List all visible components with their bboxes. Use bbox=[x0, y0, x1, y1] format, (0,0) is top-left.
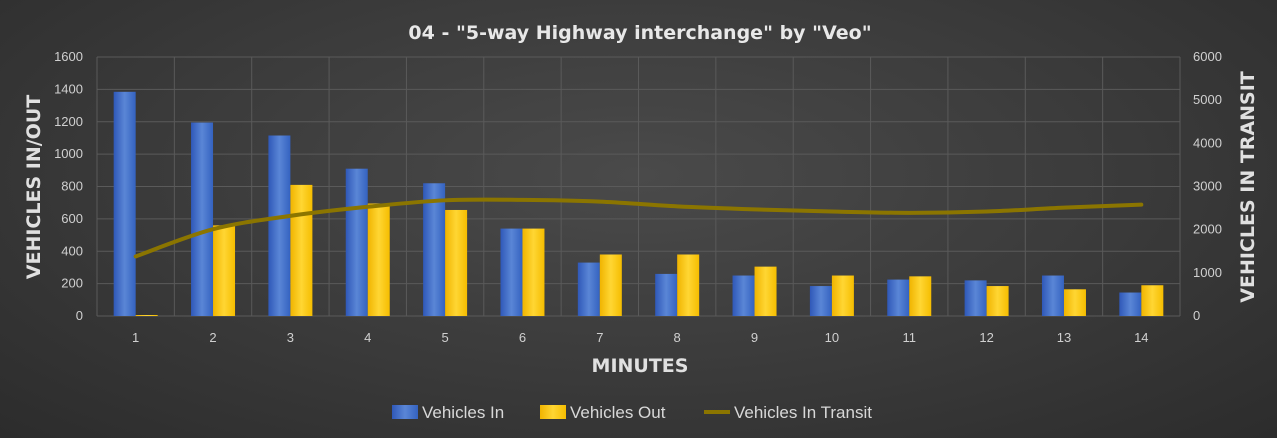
y2-tick-label: 1000 bbox=[1193, 265, 1222, 280]
x-tick-label: 3 bbox=[287, 330, 294, 345]
y2-tick-label: 5000 bbox=[1193, 92, 1222, 107]
bar-vehicles-in bbox=[655, 273, 678, 316]
legend-swatch bbox=[392, 405, 418, 419]
y-tick-label: 1400 bbox=[54, 81, 83, 96]
x-tick-label: 1 bbox=[132, 330, 139, 345]
x-tick-label: 13 bbox=[1057, 330, 1071, 345]
bar-vehicles-in bbox=[345, 168, 368, 316]
chart-title: 04 - "5-way Highway interchange" by "Veo… bbox=[408, 22, 871, 44]
x-axis-title: MINUTES bbox=[592, 355, 689, 377]
gridlines bbox=[96, 56, 1181, 317]
y-tick-label: 1200 bbox=[54, 114, 83, 129]
legend-item-vehicles-in: Vehicles In bbox=[422, 403, 504, 422]
bar-vehicles-out bbox=[135, 315, 158, 316]
y-tick-label: 400 bbox=[61, 243, 83, 258]
y-axis-title: VEHICLES IN/OUT bbox=[23, 95, 45, 279]
bar-vehicles-out bbox=[445, 209, 468, 316]
x-tick-label: 7 bbox=[596, 330, 603, 345]
y2-tick-label: 0 bbox=[1193, 308, 1200, 323]
x-tick-label: 4 bbox=[364, 330, 371, 345]
bar-vehicles-in bbox=[191, 122, 214, 316]
bar-vehicles-out bbox=[599, 254, 622, 316]
bar-vehicles-out bbox=[1063, 289, 1086, 316]
bar-vehicles-in bbox=[1119, 292, 1142, 316]
bar-vehicles-in bbox=[732, 275, 755, 316]
x-tick-label: 12 bbox=[979, 330, 993, 345]
x-tick-label: 8 bbox=[674, 330, 681, 345]
line-vehicles-in-transit bbox=[133, 197, 1144, 259]
bar-vehicles-out bbox=[213, 225, 236, 316]
bar-vehicles-out bbox=[367, 203, 390, 316]
y-tick-label: 200 bbox=[61, 276, 83, 291]
legend-swatch bbox=[540, 405, 566, 419]
bar-vehicles-out bbox=[290, 184, 313, 316]
bar-vehicles-in bbox=[964, 280, 987, 316]
y-tick-label: 1000 bbox=[54, 146, 83, 161]
bars bbox=[113, 91, 1164, 316]
y2-axis-title: VEHICLES IN TRANSIT bbox=[1237, 71, 1259, 303]
y2-tick-label: 4000 bbox=[1193, 135, 1222, 150]
bar-vehicles-in bbox=[1041, 275, 1064, 316]
y2-tick-label: 3000 bbox=[1193, 179, 1222, 194]
bar-vehicles-out bbox=[754, 266, 777, 316]
tick-labels: 0200400600800100012001400160001000200030… bbox=[54, 49, 1222, 345]
y-tick-label: 800 bbox=[61, 179, 83, 194]
bar-vehicles-in bbox=[268, 135, 291, 316]
y2-tick-label: 2000 bbox=[1193, 222, 1222, 237]
bar-vehicles-in bbox=[577, 262, 600, 316]
bar-vehicles-in bbox=[113, 91, 136, 316]
line-series bbox=[133, 197, 1144, 259]
bar-vehicles-out bbox=[986, 286, 1009, 316]
bar-vehicles-out bbox=[1141, 285, 1164, 316]
bar-vehicles-out bbox=[677, 254, 700, 316]
x-tick-label: 2 bbox=[209, 330, 216, 345]
bar-vehicles-out bbox=[522, 228, 545, 316]
y-tick-label: 600 bbox=[61, 211, 83, 226]
y2-tick-label: 6000 bbox=[1193, 49, 1222, 64]
x-tick-label: 5 bbox=[441, 330, 448, 345]
x-tick-label: 14 bbox=[1134, 330, 1148, 345]
bar-vehicles-in bbox=[809, 286, 832, 316]
legend: Vehicles In Vehicles Out Vehicles In Trans… bbox=[392, 403, 872, 422]
bar-vehicles-in bbox=[500, 228, 523, 316]
bar-vehicles-out bbox=[909, 276, 932, 316]
legend-item-vehicles-in-transit: Vehicles In Transit bbox=[734, 403, 872, 422]
x-tick-label: 9 bbox=[751, 330, 758, 345]
bar-vehicles-in bbox=[887, 279, 910, 316]
bar-vehicles-out bbox=[831, 275, 854, 316]
legend-item-vehicles-out: Vehicles Out bbox=[570, 403, 666, 422]
x-tick-label: 10 bbox=[825, 330, 839, 345]
x-tick-label: 11 bbox=[903, 330, 917, 345]
y-tick-label: 1600 bbox=[54, 49, 83, 64]
y-tick-label: 0 bbox=[76, 308, 83, 323]
x-tick-label: 6 bbox=[519, 330, 526, 345]
bar-vehicles-in bbox=[423, 183, 446, 316]
